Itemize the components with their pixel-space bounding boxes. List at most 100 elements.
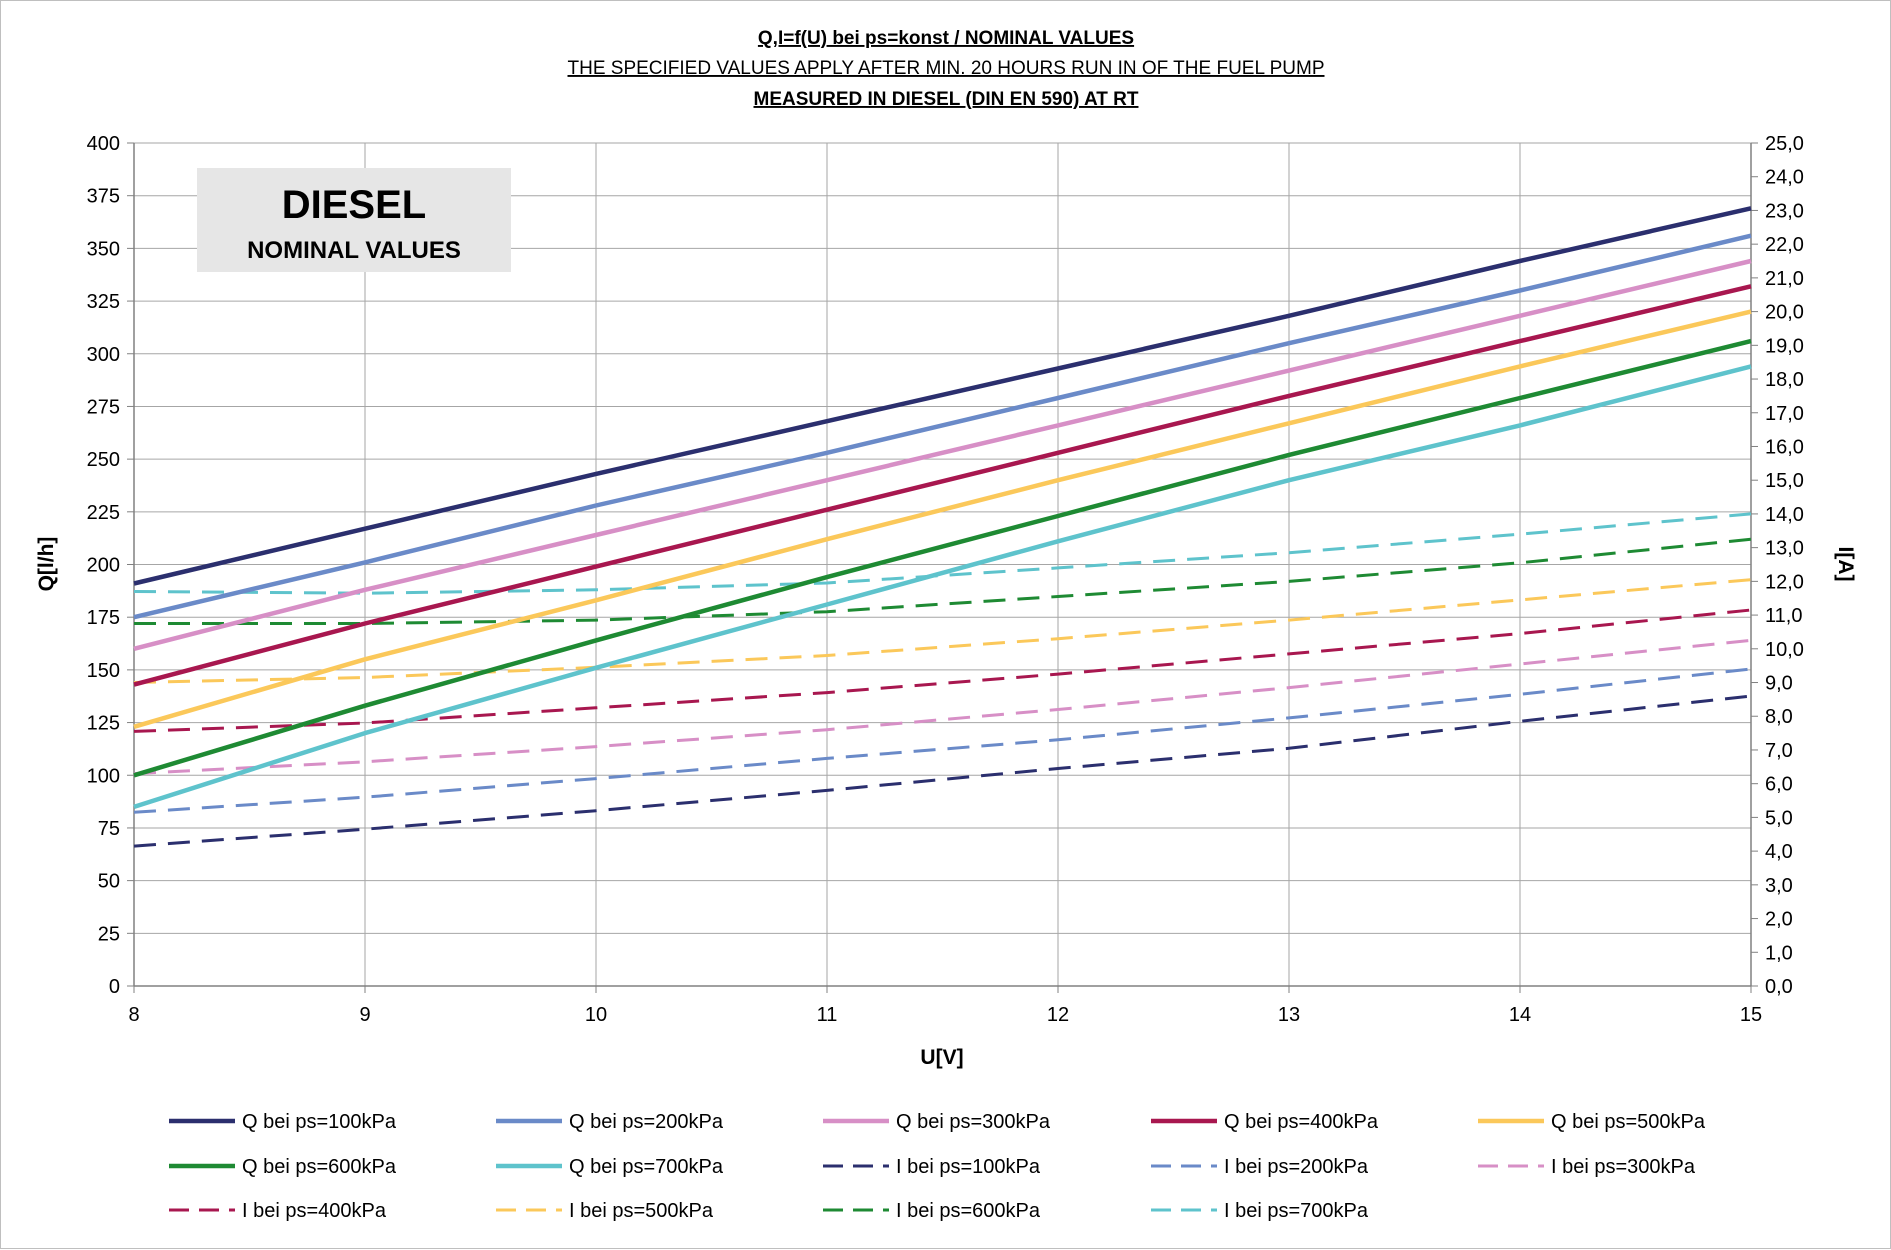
- y2-tick-label: 18,0: [1765, 369, 1804, 391]
- annotation-box: DIESEL NOMINAL VALUES: [197, 168, 511, 272]
- y2-tick-label: 19,0: [1765, 335, 1804, 357]
- y-tick-label: 175: [87, 607, 120, 629]
- legend-item: Q bei ps=700kPa: [496, 1156, 724, 1178]
- y2-tick-label: 3,0: [1765, 875, 1793, 897]
- y2-tick-label: 7,0: [1765, 740, 1793, 762]
- legend-item: Q bei ps=100kPa: [169, 1111, 397, 1133]
- series-line-flow-4: [133, 309, 1752, 729]
- axis-titles: U[V] Q[l/h] I[A]: [35, 537, 1857, 1069]
- y2-tick-label: 10,0: [1765, 639, 1804, 661]
- legend-label: I bei ps=600kPa: [896, 1200, 1041, 1222]
- y-tick-label: 375: [87, 186, 120, 208]
- x-tick-label: 12: [1047, 1004, 1069, 1026]
- legend-label: I bei ps=300kPa: [1551, 1156, 1696, 1178]
- y2-tick-label: 4,0: [1765, 841, 1793, 863]
- y2-tick-label: 5,0: [1765, 807, 1793, 829]
- legend-item: I bei ps=500kPa: [496, 1200, 714, 1222]
- legend-label: I bei ps=200kPa: [1224, 1156, 1369, 1178]
- y2-tick-label: 25,0: [1765, 133, 1804, 155]
- y-tick-label: 275: [87, 396, 120, 418]
- legend-item: I bei ps=300kPa: [1478, 1156, 1696, 1178]
- y2-tick-label: 11,0: [1765, 605, 1802, 627]
- y-tick-label: 100: [87, 765, 120, 787]
- y-tick-label: 0: [109, 976, 120, 998]
- x-tick-label: 15: [1740, 1004, 1762, 1026]
- legend-label: Q bei ps=400kPa: [1224, 1111, 1379, 1133]
- legend-label: Q bei ps=200kPa: [569, 1111, 724, 1133]
- y-tick-label: 250: [87, 449, 120, 471]
- y2-tick-label: 8,0: [1765, 706, 1793, 728]
- series-line-current-7: [133, 694, 1752, 848]
- series-layer: [133, 206, 1752, 848]
- y2-tick-label: 15,0: [1765, 470, 1804, 492]
- y2-tick-label: 6,0: [1765, 774, 1793, 796]
- series-line-current-10: [133, 608, 1752, 733]
- y-tick-label: 225: [87, 502, 120, 524]
- y2-tick-label: 2,0: [1765, 909, 1793, 931]
- chart-subtitle-2: MEASURED IN DIESEL (DIN EN 590) AT RT: [754, 89, 1139, 110]
- series-line-flow-5: [133, 338, 1752, 778]
- series-line-current-8: [133, 667, 1752, 814]
- y2-axis-title: I[A]: [1834, 547, 1857, 582]
- y-tick-label: 200: [87, 555, 120, 577]
- y-tick-label: 125: [87, 713, 120, 735]
- y2-tick-label: 1,0: [1765, 942, 1793, 964]
- y-tick-label: 325: [87, 291, 120, 313]
- legend-label: Q bei ps=300kPa: [896, 1111, 1051, 1133]
- legend-item: I bei ps=200kPa: [1151, 1156, 1369, 1178]
- y-tick-label: 75: [98, 818, 120, 840]
- legend-item: I bei ps=400kPa: [169, 1200, 387, 1222]
- y2-tick-label: 22,0: [1765, 234, 1804, 256]
- series-line-flow-6: [133, 364, 1752, 810]
- y2-tick-label: 13,0: [1765, 538, 1804, 560]
- chart-title: Q,I=f(U) bei ps=konst / NOMINAL VALUES: [758, 28, 1134, 49]
- series-line-current-11: [133, 578, 1752, 684]
- y2-tick-label: 9,0: [1765, 673, 1793, 695]
- series-line-current-12: [134, 537, 1752, 625]
- legend-item: Q bei ps=200kPa: [496, 1111, 724, 1133]
- legend-item: Q bei ps=400kPa: [1151, 1111, 1379, 1133]
- series-line-flow-3: [133, 284, 1752, 687]
- y2-tick-label: 20,0: [1765, 302, 1804, 324]
- legend-label: I bei ps=500kPa: [569, 1200, 714, 1222]
- annotation-subtitle: NOMINAL VALUES: [247, 237, 461, 264]
- x-tick-label: 10: [585, 1004, 607, 1026]
- legend-label: Q bei ps=100kPa: [242, 1111, 397, 1133]
- annotation-title: DIESEL: [282, 183, 426, 227]
- x-axis-title: U[V]: [920, 1046, 963, 1069]
- y-tick-label: 50: [98, 871, 120, 893]
- x-tick-label: 14: [1509, 1004, 1531, 1026]
- legend-item: Q bei ps=600kPa: [169, 1156, 397, 1178]
- legend-item: Q bei ps=300kPa: [823, 1111, 1051, 1133]
- legend-item: I bei ps=600kPa: [823, 1200, 1041, 1222]
- x-tick-label: 8: [128, 1004, 139, 1026]
- y2-tick-label: 14,0: [1765, 504, 1804, 526]
- x-tick-label: 9: [359, 1004, 370, 1026]
- legend-item: Q bei ps=500kPa: [1478, 1111, 1706, 1133]
- legend-label: Q bei ps=700kPa: [569, 1156, 724, 1178]
- y-tick-label: 150: [87, 660, 120, 682]
- y2-tick-label: 16,0: [1765, 436, 1804, 458]
- chart-subtitle: THE SPECIFIED VALUES APPLY AFTER MIN. 20…: [568, 58, 1325, 79]
- annotation-background: [197, 168, 511, 272]
- x-tick-label: 11: [817, 1004, 838, 1026]
- series-line-flow-1: [133, 233, 1752, 620]
- legend-item: I bei ps=700kPa: [1151, 1200, 1369, 1222]
- series-line-current-9: [133, 638, 1752, 776]
- y2-tick-label: 12,0: [1765, 571, 1804, 593]
- x-tick-label: 13: [1278, 1004, 1300, 1026]
- grid: [133, 142, 1752, 987]
- chart-titles: Q,I=f(U) bei ps=konst / NOMINAL VALUES T…: [568, 28, 1325, 110]
- legend-label: I bei ps=700kPa: [1224, 1200, 1369, 1222]
- y2-tick-label: 23,0: [1765, 200, 1804, 222]
- legend: Q bei ps=100kPa Q bei ps=200kPa Q bei ps=3…: [169, 1111, 1706, 1222]
- y-tick-label: 300: [87, 344, 120, 366]
- y2-tick-label: 21,0: [1765, 268, 1804, 290]
- legend-label: I bei ps=400kPa: [242, 1200, 387, 1222]
- series-line-flow-0: [133, 206, 1752, 586]
- y2-tick-label: 0,0: [1765, 976, 1793, 998]
- y2-tick-label: 17,0: [1765, 403, 1804, 425]
- legend-label: Q bei ps=600kPa: [242, 1156, 397, 1178]
- axes: 0 25 50 75 100 125 150 175 200 225 250 275 300 325 350…: [87, 133, 1804, 1026]
